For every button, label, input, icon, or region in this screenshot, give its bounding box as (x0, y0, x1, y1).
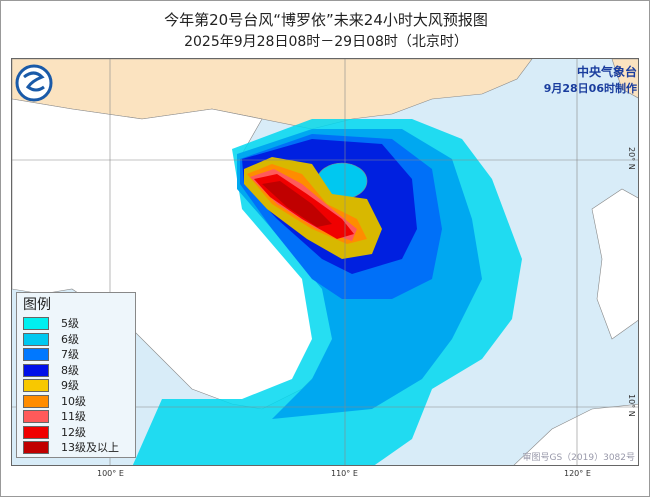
legend-title: 图例 (23, 297, 51, 313)
agency-name: 中央气象台 (576, 65, 637, 79)
legend-swatch (23, 410, 49, 424)
legend-label: 6级 (61, 332, 79, 346)
lat-tick: 20° N (627, 147, 636, 170)
legend-label: 12级 (61, 425, 86, 439)
lat-tick: 10° N (627, 394, 636, 417)
legend-label: 9级 (61, 379, 79, 393)
map-subtitle: 2025年9月28日08时－29日08时（北京时） (184, 34, 468, 50)
legend-swatch (23, 363, 49, 377)
legend-label: 7级 (61, 348, 79, 362)
lon-tick: 110° E (331, 469, 358, 478)
legend-label: 8级 (61, 363, 79, 377)
legend-swatch (23, 317, 49, 331)
wind-13 (262, 181, 332, 227)
lon-tick: 120° E (564, 469, 591, 478)
legend-item: 7级 (23, 347, 129, 363)
legend-item: 5级 (23, 316, 129, 332)
legend-label: 5级 (61, 317, 79, 331)
legend-item: 13级及以上 (23, 440, 129, 456)
lon-tick: 100° E (97, 469, 124, 478)
land-borneo (513, 403, 638, 465)
legend-item: 11级 (23, 409, 129, 425)
legend-swatch (23, 425, 49, 439)
legend-swatch (23, 332, 49, 346)
legend-swatch (23, 394, 49, 408)
legend-swatch (23, 348, 49, 362)
legend-item: 6级 (23, 332, 129, 348)
legend-swatch (23, 379, 49, 393)
map-title: 今年第20号台风“博罗依”未来24小时大风预报图 (164, 11, 488, 29)
legend-item: 9级 (23, 378, 129, 394)
legend: 图例 5级 6级 7级 8级 9级 10级 11级 12级 13级及以上 (16, 292, 136, 458)
legend-label: 11级 (61, 410, 86, 424)
legend-label: 13级及以上 (61, 441, 119, 455)
cma-logo-icon (15, 64, 53, 102)
legend-label: 10级 (61, 394, 86, 408)
legend-item: 10级 (23, 394, 129, 410)
legend-item: 12级 (23, 425, 129, 441)
approval-number: 审图号GS（2019）3082号 (522, 453, 636, 463)
land-taiwan (611, 59, 638, 99)
land-philippines (591, 188, 638, 340)
issue-time: 9月28日06时制作 (543, 82, 637, 95)
legend-swatch (23, 441, 49, 455)
legend-item: 8级 (23, 363, 129, 379)
